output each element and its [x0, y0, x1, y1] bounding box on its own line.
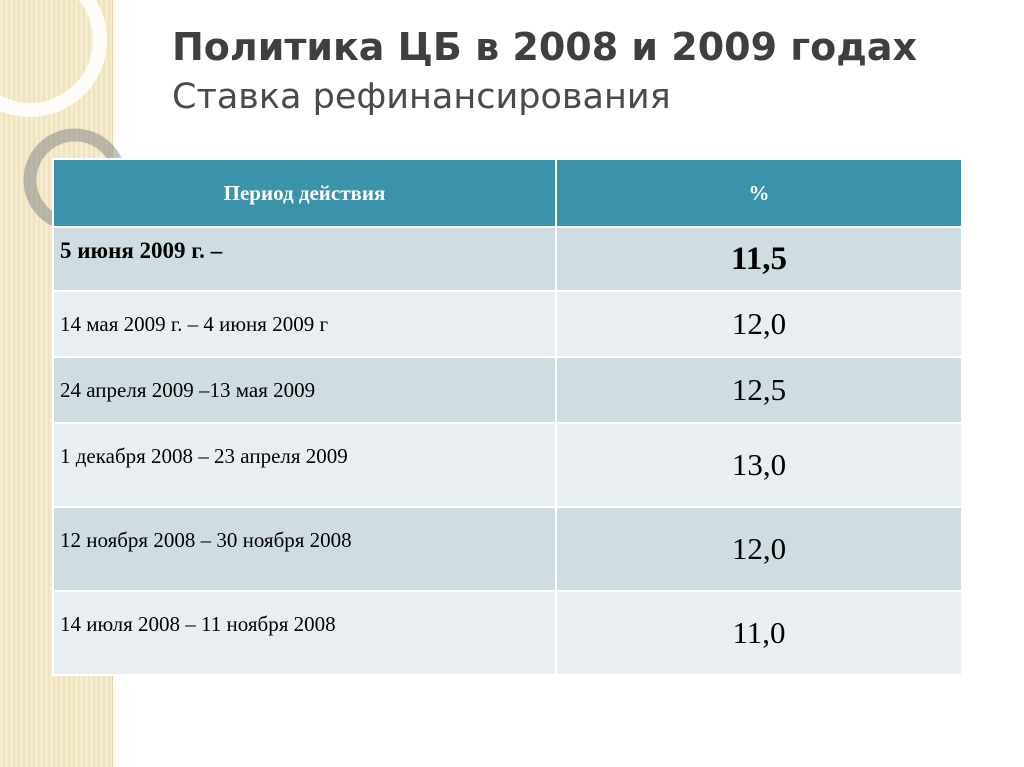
rate-cell: 11,0 [555, 590, 963, 676]
table-row: 5 июня 2009 г. – 11,5 [52, 226, 963, 292]
slide-subtitle: Ставка рефинансирования [172, 77, 671, 117]
rate-cell: 12,0 [555, 290, 963, 358]
refinancing-rate-table: Период действия % 5 июня 2009 г. – 11,5 … [52, 158, 963, 676]
header-period: Период действия [52, 158, 557, 228]
table-row: 14 июля 2008 – 11 ноября 2008 11,0 [52, 590, 963, 676]
rate-cell: 11,5 [555, 226, 963, 292]
table-header-row: Период действия % [52, 158, 963, 228]
table-row: 14 мая 2009 г. – 4 июня 2009 г 12,0 [52, 290, 963, 358]
table-row: 1 декабря 2008 – 23 апреля 2009 13,0 [52, 422, 963, 508]
rate-cell: 12,0 [555, 506, 963, 592]
decorative-ring-white [0, 0, 107, 117]
rate-cell: 13,0 [555, 422, 963, 508]
period-cell: 5 июня 2009 г. – [52, 226, 557, 292]
header-percent: % [555, 158, 963, 228]
table-row: 12 ноября 2008 – 30 ноября 2008 12,0 [52, 506, 963, 592]
table-row: 24 апреля 2009 –13 мая 2009 12,5 [52, 356, 963, 424]
period-cell: 12 ноября 2008 – 30 ноября 2008 [52, 506, 557, 592]
period-cell: 14 июля 2008 – 11 ноября 2008 [52, 590, 557, 676]
period-cell: 1 декабря 2008 – 23 апреля 2009 [52, 422, 557, 508]
period-cell: 24 апреля 2009 –13 мая 2009 [52, 356, 557, 424]
title-block: Политика ЦБ в 2008 и 2009 годах Ставка р… [172, 20, 1002, 120]
period-cell: 14 мая 2009 г. – 4 июня 2009 г [52, 290, 557, 358]
rate-cell: 12,5 [555, 356, 963, 424]
slide-title: Политика ЦБ в 2008 и 2009 годах [172, 25, 918, 69]
